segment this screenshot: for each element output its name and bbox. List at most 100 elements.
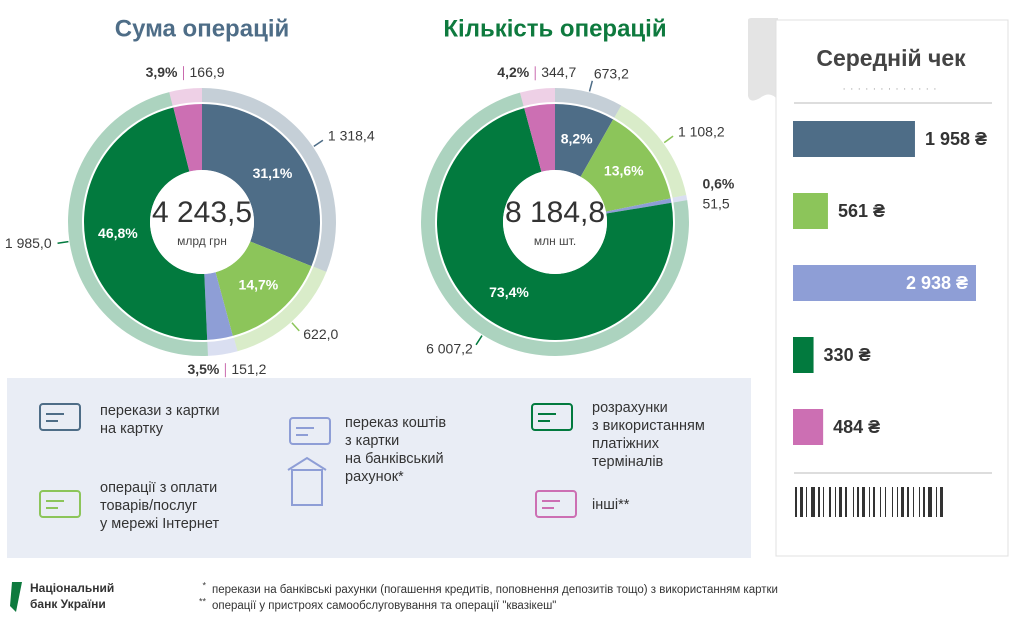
donut-outer-segment <box>555 88 622 118</box>
amount-label: 166,9 <box>190 64 225 80</box>
total-value: 8 184,8 <box>505 196 605 229</box>
chart-title: Кількість операцій <box>443 15 666 42</box>
barcode-bar <box>853 487 854 517</box>
chart-title: Середній чек <box>816 45 966 71</box>
barcode-bar <box>806 487 807 517</box>
donut-hole <box>503 170 607 274</box>
donut-segment <box>173 104 202 172</box>
barcode-bar <box>885 487 886 517</box>
donut-segment <box>204 272 233 340</box>
leader-line <box>588 80 594 92</box>
barcode-bar <box>829 487 831 517</box>
barcode-bar <box>857 487 859 517</box>
donut-segment <box>605 198 672 214</box>
amount-label: 1 318,4 <box>328 128 375 144</box>
total-unit: млрд грн <box>177 234 227 248</box>
percent-label: 14,7% <box>239 276 279 292</box>
barcode-bar <box>940 487 943 517</box>
legend-label: на банківський <box>345 451 444 467</box>
leader-line <box>313 139 324 147</box>
donut-segment <box>202 104 321 267</box>
percent-label: 73,4% <box>489 284 529 300</box>
legend-panel <box>7 378 751 558</box>
barcode-bar <box>800 487 803 517</box>
legend-icon <box>289 417 331 445</box>
donut-segment <box>436 108 673 341</box>
logo-mark <box>10 582 22 612</box>
legend-label: з картки <box>345 433 399 449</box>
legend-label: перекази з картки <box>100 403 220 419</box>
receipt-curl <box>748 18 778 101</box>
donut-segment <box>555 104 614 177</box>
bar-value-label: 1 958 ₴ <box>925 129 987 149</box>
barcode-bar <box>823 487 824 517</box>
legend-label: розрахунки <box>592 400 668 416</box>
percent-label: 46,8% <box>98 225 138 241</box>
legend-label: операції з оплати <box>100 480 217 496</box>
amount-label: 673,2 <box>594 66 629 82</box>
bar <box>793 337 814 373</box>
barcode-bar <box>923 487 925 517</box>
donut-outer-segment <box>68 92 208 356</box>
leader-line <box>475 335 483 346</box>
barcode-bar <box>880 487 881 517</box>
bar <box>793 121 915 157</box>
donut-outer-segment <box>614 105 687 198</box>
logo-text: банк України <box>30 597 106 611</box>
amount-label: 1 985,0 <box>5 235 52 251</box>
donut-segment <box>524 104 555 172</box>
barcode-bar <box>835 487 836 517</box>
bar <box>793 193 828 229</box>
leader-line <box>57 240 69 244</box>
total-value: 4 243,5 <box>152 196 252 229</box>
legend-label: переказ коштів <box>345 415 446 431</box>
barcode-bar <box>862 487 865 517</box>
amount-label: 6 007,2 <box>426 341 473 357</box>
donut-outer-segment <box>207 337 238 356</box>
amount-label: 151,2 <box>231 361 266 377</box>
legend-label: на картку <box>100 421 164 437</box>
donut-outer-segment <box>519 88 555 107</box>
barcode-bar <box>869 487 870 517</box>
barcode-bar <box>919 487 920 517</box>
legend-label: платіжних <box>592 436 660 452</box>
footnote-text: операції у пристроях самообслуговування … <box>212 600 556 612</box>
donut-segment <box>580 119 671 212</box>
barcode-bar <box>936 487 937 517</box>
donut-outer-segment <box>233 266 327 352</box>
percent-label: 3,9% <box>146 64 178 80</box>
barcode-bar <box>907 487 909 517</box>
leader-line <box>291 322 300 332</box>
barcode-bar <box>839 487 842 517</box>
percent-label: 31,1% <box>253 165 293 181</box>
barcode-bar <box>928 487 932 517</box>
barcode-bar <box>811 487 815 517</box>
amount-label: 622,0 <box>303 326 338 342</box>
donut-segment <box>215 241 312 336</box>
barcode-bar <box>818 487 820 517</box>
barcode-bar <box>897 487 898 517</box>
leader-line <box>663 135 674 144</box>
percent-label: 13,6% <box>604 163 644 179</box>
barcode-bar <box>845 487 847 517</box>
dots: . . . . . . . . . . . . . <box>843 82 937 93</box>
donut-hole <box>150 170 254 274</box>
barcode-bar <box>913 487 914 517</box>
footnote-marker: * <box>202 580 206 590</box>
bar-value-label: 330 ₴ <box>824 345 871 365</box>
barcode-bar <box>892 487 893 517</box>
donut-segment <box>84 107 208 341</box>
legend-label: з використанням <box>592 418 705 434</box>
percent-label: 8,2% <box>561 131 593 147</box>
bar <box>793 265 976 301</box>
barcode-bar <box>901 487 904 517</box>
legend-icon <box>535 490 577 518</box>
chart-title: Сума операцій <box>115 15 290 42</box>
percent-label: 4,2% <box>497 64 529 80</box>
amount-label: 344,7 <box>541 64 576 80</box>
percent-label: 3,5% <box>187 361 219 377</box>
barcode-bar <box>873 487 875 517</box>
amount-label: 1 108,2 <box>678 123 725 139</box>
